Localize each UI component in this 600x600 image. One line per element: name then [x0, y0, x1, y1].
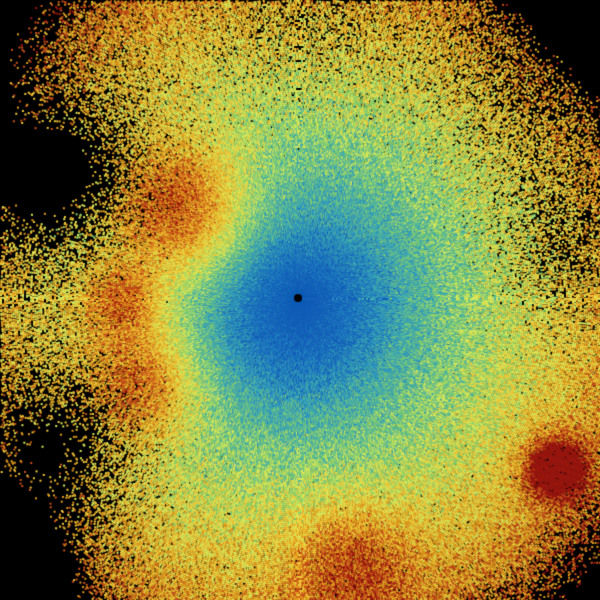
radar-image [0, 0, 600, 600]
